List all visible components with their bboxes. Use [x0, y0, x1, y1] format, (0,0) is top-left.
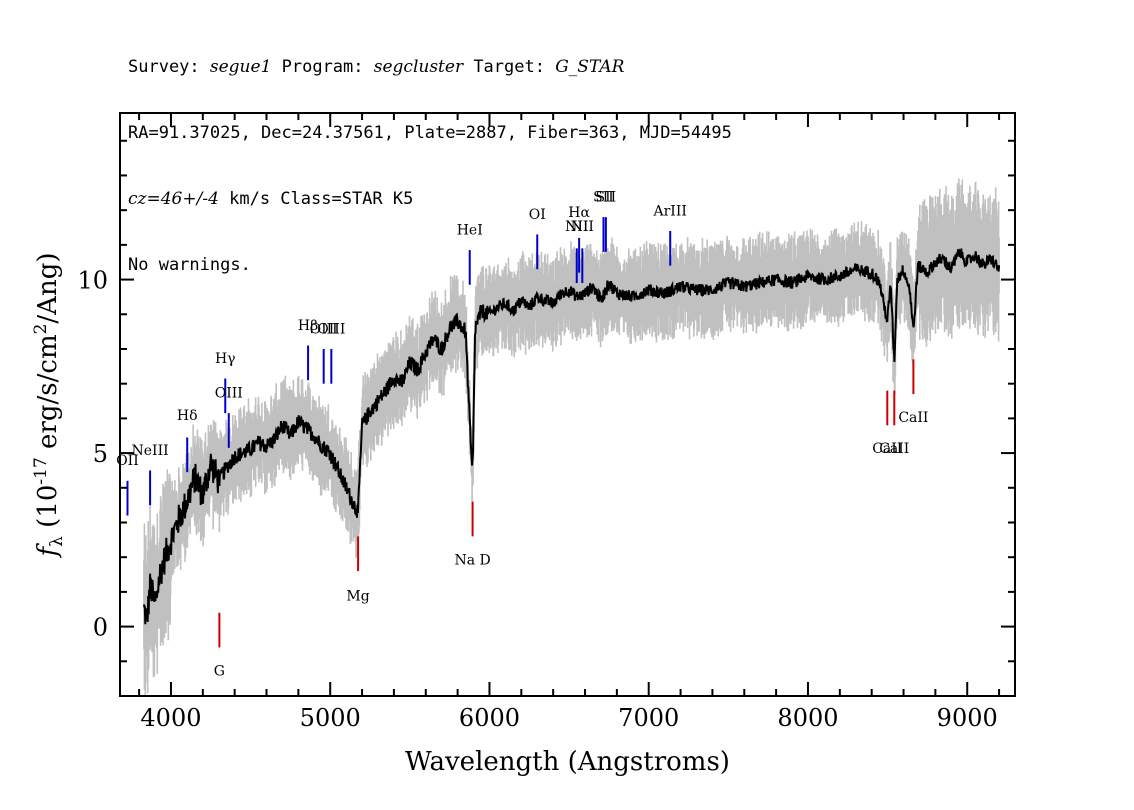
x-tick-label: 9000 — [937, 704, 998, 732]
line-label: SII — [593, 189, 614, 205]
line-label: NII — [571, 219, 594, 235]
axis-ticks: 4000 5000 6000 7000 8000 9000 0 5 10 — [77, 113, 1015, 732]
line-label: CaII — [898, 410, 928, 426]
line-label: Hβ — [298, 318, 318, 334]
y-label-sub: λ — [47, 536, 67, 547]
line-label: OI — [529, 207, 546, 223]
y-label-units: erg/s/cm — [33, 334, 63, 457]
header-line-3: cz=46+/-4 km/s Class=STAR K5 — [128, 189, 414, 209]
line-label: Mg — [346, 589, 369, 605]
line-label: Na D — [454, 552, 490, 568]
line-label: OIII — [317, 321, 345, 337]
x-tick-label: 7000 — [618, 704, 679, 732]
x-tick-label: 5000 — [300, 704, 361, 732]
target-value: G_STAR — [555, 57, 625, 77]
line-label: SII — [596, 189, 617, 205]
survey-value: segue1 — [209, 57, 272, 77]
line-label: CaII — [872, 441, 902, 457]
y-tick-label: 0 — [93, 614, 108, 642]
y-label-end: /Ang) — [33, 252, 63, 323]
line-label: ArIII — [653, 203, 687, 219]
header-line-2: RA=91.37025, Dec=24.37561, Plate=2887, F… — [128, 123, 732, 143]
x-tick-label: 6000 — [459, 704, 520, 732]
line-label: CaII — [879, 441, 909, 457]
line-label: Hδ — [177, 408, 198, 424]
flux-series-line — [142, 248, 1001, 625]
line-label: HeI — [457, 222, 483, 238]
y-axis-label: fλ (10-17 erg/s/cm2/Ang) — [31, 252, 67, 558]
header-line-4: No warnings. — [128, 255, 251, 275]
y-tick-label: 10 — [77, 267, 108, 295]
y-tick-label: 5 — [93, 440, 108, 468]
x-tick-label: 8000 — [777, 704, 838, 732]
program-value: segcluster — [373, 57, 464, 77]
redshift-value: cz=46+/-4 — [128, 189, 219, 209]
line-label: OIII — [215, 386, 243, 402]
plot-frame — [119, 112, 1016, 697]
line-label: G — [214, 663, 225, 679]
header-line-1: Survey: segue1 Program: segcluster Targe… — [128, 57, 625, 77]
y-label-main: (10 — [33, 485, 63, 537]
y-label-exp2: 2 — [31, 324, 51, 335]
x-axis-label: Wavelength (Angstroms) — [405, 747, 730, 777]
line-label: OIII — [310, 321, 338, 337]
line-label: Hγ — [215, 351, 236, 367]
line-label: OII — [116, 453, 139, 469]
spectrum-header: Survey: segue1 Program: segcluster Targe… — [128, 12, 732, 298]
line-label: NeIII — [132, 443, 169, 459]
y-label-exp: -17 — [31, 457, 51, 484]
line-label: NII — [565, 219, 588, 235]
spectral-line-markers: OIINeIIIHδHγOIIIHβOIIIOIIIHeIOINIIHαNIIS… — [116, 189, 928, 679]
x-tick-label: 4000 — [140, 704, 201, 732]
line-label: Hα — [568, 205, 590, 221]
